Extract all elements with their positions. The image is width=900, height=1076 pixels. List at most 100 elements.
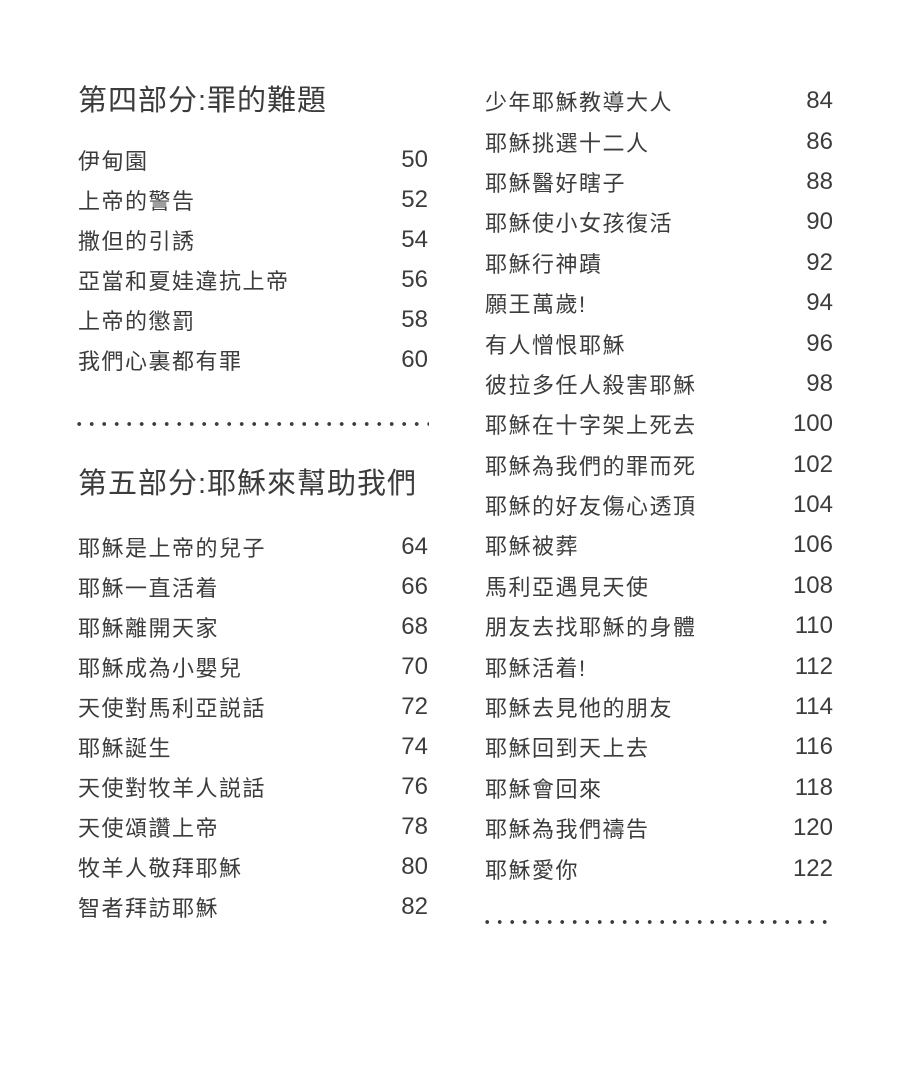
toc-entry-page-number: 106 xyxy=(792,531,833,559)
toc-entry-page-number: 90 xyxy=(806,208,833,236)
toc-entry: 天使頌讚上帝 78 xyxy=(78,807,428,847)
toc-entry-title: 耶穌為我們禱告 xyxy=(485,817,650,843)
toc-entry-title: 耶穌誕生 xyxy=(78,736,173,761)
toc-entry-title: 天使對馬利亞説話 xyxy=(78,696,267,721)
toc-entry-title: 上帝的懲罰 xyxy=(78,309,196,334)
toc-entry-title: 彼拉多任人殺害耶穌 xyxy=(485,372,697,398)
toc-entry: 耶穌行神蹟 92 xyxy=(485,243,833,283)
toc-entry-title: 耶穌回到天上去 xyxy=(485,736,650,762)
toc-entry: 願王萬歲! 94 xyxy=(485,283,833,323)
toc-entry-title: 耶穌被葬 xyxy=(485,534,580,560)
toc-entry-page-number: 70 xyxy=(401,653,428,680)
toc-entry-page-number: 108 xyxy=(792,571,833,599)
toc-entry-page-number: 98 xyxy=(806,369,833,397)
toc-entry-page-number: 96 xyxy=(806,329,833,357)
toc-entry-title: 耶穌去見他的朋友 xyxy=(485,696,674,722)
toc-entry-page-number: 54 xyxy=(401,226,428,253)
toc-entry-title: 天使對牧羊人説話 xyxy=(78,776,267,801)
toc-entry: 耶穌離開天家 68 xyxy=(78,607,428,647)
toc-entry-page-number: 82 xyxy=(401,893,428,920)
toc-entry-page-number: 94 xyxy=(806,289,833,317)
toc-entry: 上帝的懲罰 58 xyxy=(78,300,428,340)
toc-entry: 耶穌去見他的朋友 114 xyxy=(485,687,833,727)
toc-entry: 耶穌一直活着 66 xyxy=(78,567,428,607)
toc-entry-page-number: 68 xyxy=(401,613,428,640)
toc-entry: 馬利亞遇見天使 108 xyxy=(485,566,833,606)
toc-entry-page-number: 52 xyxy=(401,186,428,213)
toc-entry-title: 耶穌是上帝的兒子 xyxy=(78,536,267,561)
toc-entry-title: 伊甸園 xyxy=(78,149,149,174)
toc-entry: 智者拜訪耶穌 82 xyxy=(78,887,428,927)
toc-entry-title: 朋友去找耶穌的身體 xyxy=(485,615,697,641)
toc-entry: 牧羊人敬拜耶穌 80 xyxy=(78,847,428,887)
toc-entry: 少年耶穌教導大人 84 xyxy=(485,81,833,121)
toc-entry-page-number: 64 xyxy=(401,533,428,560)
toc-entry-title: 我們心裏都有罪 xyxy=(78,349,243,374)
toc-entry: 耶穌為我們禱告 120 xyxy=(485,808,833,848)
toc-entry: 亞當和夏娃違抗上帝 56 xyxy=(78,260,428,300)
toc-entry: 有人憎恨耶穌 96 xyxy=(485,323,833,363)
toc-entry-title: 少年耶穌教導大人 xyxy=(485,90,674,116)
toc-entry: 耶穌挑選十二人 86 xyxy=(485,121,833,161)
part-5-heading: 第五部分:耶穌來幫助我們 xyxy=(78,468,418,500)
toc-entry: 彼拉多任人殺害耶穌 98 xyxy=(485,364,833,404)
toc-entry: 耶穌為我們的罪而死 102 xyxy=(485,445,833,485)
toc-entry-title: 牧羊人敬拜耶穌 xyxy=(78,856,243,881)
toc-entry: 耶穌回到天上去 116 xyxy=(485,727,833,767)
toc-entry-page-number: 76 xyxy=(401,773,428,800)
toc-entry-title: 耶穌的好友傷心透頂 xyxy=(485,494,697,520)
toc-entry-title: 上帝的警告 xyxy=(78,189,196,214)
toc-entry: 上帝的警告 52 xyxy=(78,180,428,220)
toc-entry: 耶穌醫好瞎子 88 xyxy=(485,162,833,202)
toc-entry: 耶穌被葬 106 xyxy=(485,525,833,565)
toc-entry-page-number: 114 xyxy=(794,693,833,721)
toc-entry-page-number: 84 xyxy=(806,87,833,115)
toc-entry-page-number: 120 xyxy=(792,814,833,842)
dotted-divider xyxy=(485,919,833,925)
toc-entry-page-number: 80 xyxy=(401,853,428,880)
dotted-divider xyxy=(77,421,429,427)
toc-entry-page-number: 50 xyxy=(401,146,428,173)
part-4-heading: 第四部分:罪的難題 xyxy=(78,85,328,117)
toc-entry: 耶穌活着! 112 xyxy=(485,646,833,686)
toc-entry-title: 耶穌成為小嬰兒 xyxy=(78,656,243,681)
toc-entry: 撒但的引誘 54 xyxy=(78,220,428,260)
toc-entry-page-number: 116 xyxy=(794,733,833,761)
toc-section-5-entries: 耶穌是上帝的兒子 64 耶穌一直活着 66 耶穌離開天家 68 耶穌成為小嬰兒 70 天… xyxy=(78,527,428,927)
toc-entry-page-number: 102 xyxy=(792,450,833,478)
toc-entry: 耶穌在十字架上死去 100 xyxy=(485,404,833,444)
toc-entry: 伊甸園 50 xyxy=(78,140,428,180)
toc-entry-page-number: 118 xyxy=(794,773,833,801)
toc-entry-title: 願王萬歲! xyxy=(485,292,587,318)
toc-entry: 朋友去找耶穌的身體 110 xyxy=(485,606,833,646)
toc-entry-page-number: 60 xyxy=(401,346,428,373)
toc-entry-title: 耶穌離開天家 xyxy=(78,616,220,641)
toc-entry-title: 耶穌會回來 xyxy=(485,776,603,802)
toc-entry-page-number: 58 xyxy=(401,306,428,333)
toc-entry-title: 耶穌愛你 xyxy=(485,857,580,883)
toc-entry-title: 耶穌挑選十二人 xyxy=(485,130,650,156)
toc-entry-page-number: 110 xyxy=(794,612,833,640)
toc-entry-page-number: 86 xyxy=(806,127,833,155)
toc-entry-page-number: 74 xyxy=(401,733,428,760)
toc-entry-page-number: 112 xyxy=(794,652,833,680)
toc-entry-page-number: 88 xyxy=(806,167,833,195)
toc-section-4-entries: 伊甸園 50 上帝的警告 52 撒但的引誘 54 亞當和夏娃違抗上帝 56 上帝的懲罰 5… xyxy=(78,140,428,380)
toc-entry: 耶穌是上帝的兒子 64 xyxy=(78,527,428,567)
toc-entry-title: 天使頌讚上帝 xyxy=(78,816,220,841)
toc-entry: 耶穌愛你 122 xyxy=(485,848,833,888)
toc-entry-page-number: 92 xyxy=(806,248,833,276)
toc-entry-title: 有人憎恨耶穌 xyxy=(485,332,627,358)
toc-entry: 耶穌會回來 118 xyxy=(485,768,833,808)
toc-entry-page-number: 104 xyxy=(792,491,833,519)
toc-entry-page-number: 100 xyxy=(792,410,833,438)
toc-entry-page-number: 66 xyxy=(401,573,428,600)
toc-entry-page-number: 56 xyxy=(401,266,428,293)
toc-entry-page-number: 72 xyxy=(401,693,428,720)
toc-entry-title: 馬利亞遇見天使 xyxy=(485,574,650,600)
toc-entry: 耶穌成為小嬰兒 70 xyxy=(78,647,428,687)
toc-entry-title: 智者拜訪耶穌 xyxy=(78,896,220,921)
toc-entry: 耶穌的好友傷心透頂 104 xyxy=(485,485,833,525)
toc-entry-page-number: 78 xyxy=(401,813,428,840)
